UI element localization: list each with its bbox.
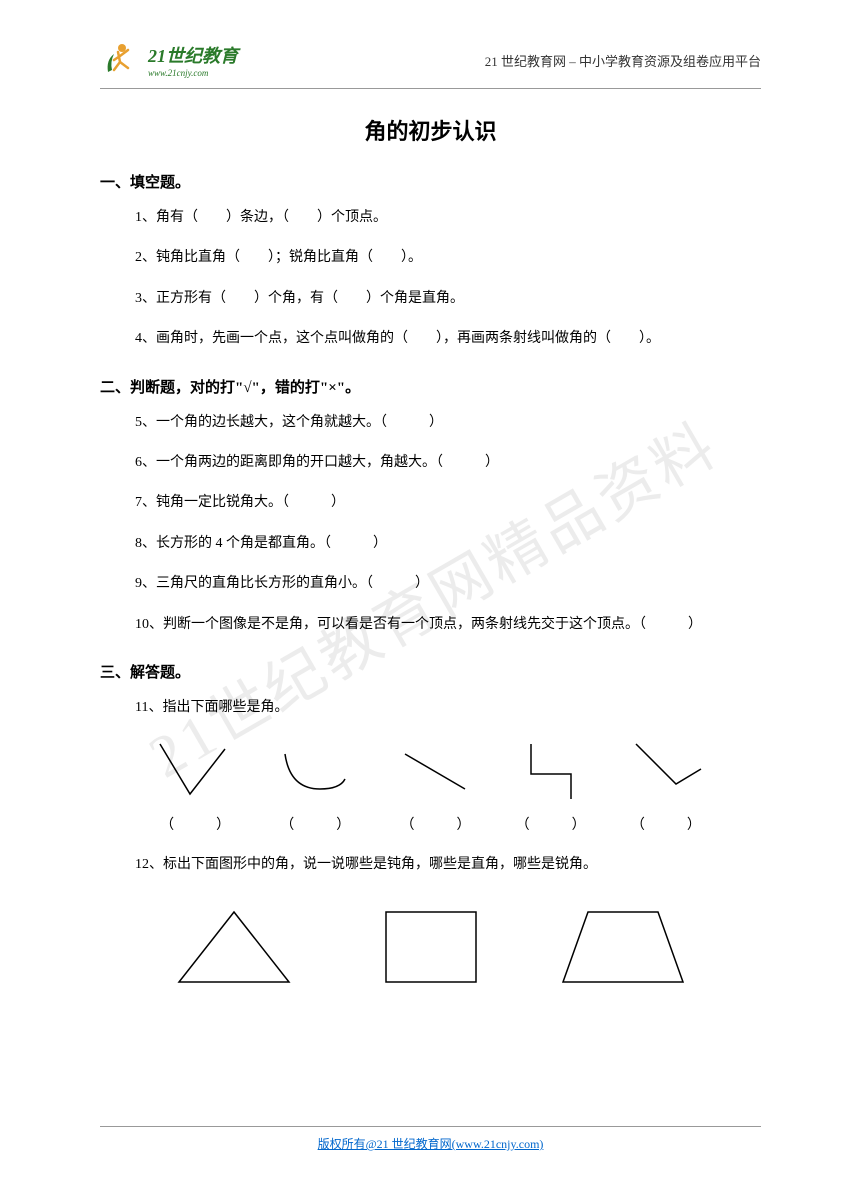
shapes-row-11: （ ） （ ） （ ） （ ） （ ） — [135, 739, 726, 834]
triangle-shape — [169, 902, 309, 992]
section2-header: 二、判断题，对的打"√"，错的打"×"。 — [100, 376, 761, 397]
triangle-icon — [179, 912, 289, 982]
rectangle-shape — [376, 902, 486, 992]
logo-title: 21世纪教育 — [148, 42, 238, 68]
angle-shape-icon — [160, 744, 225, 794]
rectangle-icon — [386, 912, 476, 982]
shape-4-label: （ ） — [516, 814, 586, 834]
question-12: 12、标出下面图形中的角，说一说哪些是钝角，哪些是直角，哪些是锐角。 — [135, 854, 761, 876]
footer-text: 版权所有@21 世纪教育网(www.21cnjy.com) — [0, 1135, 861, 1152]
shape-5-label: （ ） — [626, 814, 706, 834]
shape-2-label: （ ） — [275, 814, 355, 834]
logo-subtitle: www.21cnjy.com — [148, 68, 238, 78]
trapezoid-icon — [563, 912, 683, 982]
shape-3-label: （ ） — [395, 814, 475, 834]
question-8: 8、长方形的 4 个角是都直角。（ ） — [135, 533, 761, 555]
question-7: 7、钝角一定比锐角大。（ ） — [135, 492, 761, 514]
question-10: 10、判断一个图像是不是角，可以看是否有一个顶点，两条射线先交于这个顶点。（ ） — [135, 614, 761, 636]
question-5: 5、一个角的边长越大，这个角就越大。（ ） — [135, 412, 761, 434]
page-header: 21世纪教育 www.21cnjy.com 21 世纪教育网 – 中小学教育资源… — [100, 40, 761, 89]
page-title: 角的初步认识 — [100, 114, 761, 146]
shape-5: （ ） — [626, 739, 706, 834]
line-shape-icon — [405, 754, 465, 789]
curve-shape-icon — [285, 754, 345, 789]
step-shape-icon — [531, 744, 571, 799]
logo-text: 21世纪教育 www.21cnjy.com — [148, 42, 238, 78]
question-3: 3、正方形有（ ）个角，有（ ）个角是直角。 — [135, 288, 761, 310]
shape-2: （ ） — [275, 739, 355, 834]
shape-3: （ ） — [395, 739, 475, 834]
shape-4: （ ） — [516, 739, 586, 834]
section3-header: 三、解答题。 — [100, 661, 761, 682]
question-11: 11、指出下面哪些是角。 — [135, 697, 761, 719]
question-9: 9、三角尺的直角比长方形的直角小。（ ） — [135, 573, 761, 595]
shape-1: （ ） — [155, 739, 235, 834]
logo-icon — [100, 40, 140, 80]
page-content: 21世纪教育 www.21cnjy.com 21 世纪教育网 – 中小学教育资源… — [0, 0, 861, 1062]
shape-1-label: （ ） — [155, 814, 235, 834]
angle2-shape-icon — [636, 744, 701, 784]
question-6: 6、一个角两边的距离即角的开口越大，角越大。（ ） — [135, 452, 761, 474]
trapezoid-shape — [553, 902, 693, 992]
section1-header: 一、填空题。 — [100, 171, 761, 192]
question-4: 4、画角时，先画一个点，这个点叫做角的（ ），再画两条射线叫做角的（ ）。 — [135, 328, 761, 350]
question-2: 2、钝角比直角（ ）；锐角比直角（ ）。 — [135, 247, 761, 269]
shapes-row-12 — [135, 902, 726, 992]
logo: 21世纪教育 www.21cnjy.com — [100, 40, 238, 80]
question-1: 1、角有（ ）条边，（ ）个顶点。 — [135, 207, 761, 229]
footer-divider — [100, 1126, 761, 1127]
header-right-text: 21 世纪教育网 – 中小学教育资源及组卷应用平台 — [485, 51, 761, 70]
